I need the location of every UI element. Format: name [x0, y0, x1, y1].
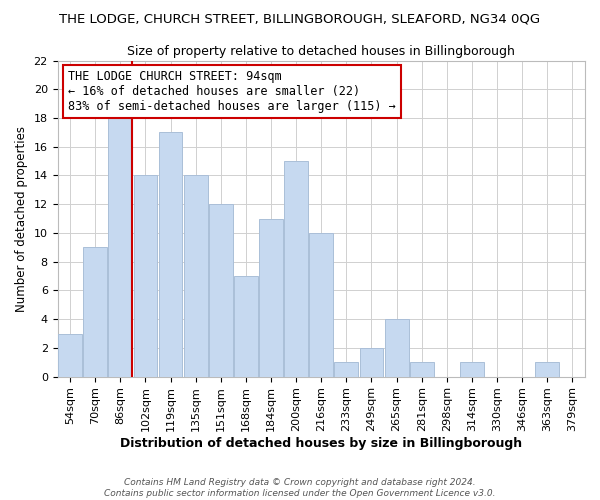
Bar [460, 362, 484, 376]
Bar [284, 161, 308, 376]
Text: Contains HM Land Registry data © Crown copyright and database right 2024.
Contai: Contains HM Land Registry data © Crown c… [104, 478, 496, 498]
Bar [83, 248, 107, 376]
Bar [109, 118, 132, 376]
Bar [209, 204, 233, 376]
Text: THE LODGE, CHURCH STREET, BILLINGBOROUGH, SLEAFORD, NG34 0QG: THE LODGE, CHURCH STREET, BILLINGBOROUGH… [59, 12, 541, 26]
Bar [158, 132, 182, 376]
X-axis label: Distribution of detached houses by size in Billingborough: Distribution of detached houses by size … [120, 437, 523, 450]
Bar [234, 276, 258, 376]
Bar [535, 362, 559, 376]
Bar [385, 319, 409, 376]
Bar [134, 176, 157, 376]
Bar [259, 218, 283, 376]
Bar [310, 233, 333, 376]
Bar [359, 348, 383, 376]
Text: THE LODGE CHURCH STREET: 94sqm
← 16% of detached houses are smaller (22)
83% of : THE LODGE CHURCH STREET: 94sqm ← 16% of … [68, 70, 396, 113]
Title: Size of property relative to detached houses in Billingborough: Size of property relative to detached ho… [127, 45, 515, 58]
Y-axis label: Number of detached properties: Number of detached properties [15, 126, 28, 312]
Bar [184, 176, 208, 376]
Bar [334, 362, 358, 376]
Bar [58, 334, 82, 376]
Bar [410, 362, 434, 376]
